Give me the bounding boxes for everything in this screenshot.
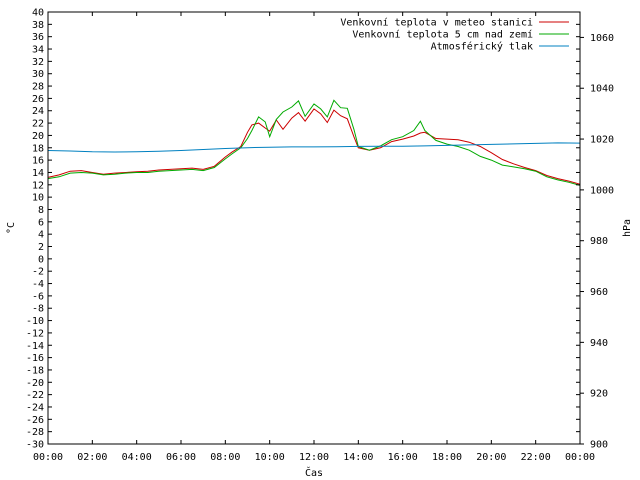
y-tick-label: -14 [26,341,44,352]
y-tick-label: 12 [32,180,44,191]
y-tick-label: 32 [32,57,44,68]
y2-tick-label: 960 [590,287,608,298]
y-tick-label: 40 [32,8,44,19]
x-tick-label: 08:00 [210,452,240,463]
y-tick-label: -26 [26,415,44,426]
y-tick-label: 34 [32,45,44,56]
y-tick-label: -12 [26,328,44,339]
x-tick-label: 00:00 [565,452,595,463]
x-tick-label: 18:00 [432,452,462,463]
y-axis-title: °C [6,222,17,234]
x-tick-label: 02:00 [77,452,107,463]
y-tick-label: -20 [26,378,44,389]
y-tick-label: 24 [32,106,44,117]
y2-tick-label: 900 [590,440,608,451]
legend: Venkovní teplota v meteo staniciVenkovní… [340,17,569,53]
y-tick-label: -30 [26,440,44,451]
y-tick-label: 36 [32,32,44,43]
y-tick-label: -28 [26,427,44,438]
series-line-2 [47,99,581,186]
y-tick-label: -16 [26,353,44,364]
y-tick-label: -6 [32,291,44,302]
y2-tick-label: 1040 [590,84,614,95]
y-tick-label: 16 [32,156,44,167]
x-tick-label: 16:00 [388,452,418,463]
y-tick-label: -4 [32,279,44,290]
x-tick-label: 14:00 [343,452,373,463]
y-tick-label: 6 [38,217,44,228]
y-tick-label: 0 [38,254,44,265]
y-tick-label: -10 [26,316,44,327]
y-tick-label: -22 [26,390,44,401]
y-tick-label: 10 [32,193,44,204]
legend-label-1: Venkovní teplota v meteo stanici [340,17,533,29]
y2-axis-title: hPa [622,219,633,237]
y-tick-label: 20 [32,131,44,142]
y-tick-label: -2 [32,267,44,278]
y-tick-label: 22 [32,119,44,130]
y-tick-label: 18 [32,143,44,154]
y-tick-label: -18 [26,365,44,376]
x-tick-label: 04:00 [122,452,152,463]
plot-frame [47,11,581,445]
y-tick-label: 38 [32,20,44,31]
y-tick-label: 8 [38,205,44,216]
x-axis-title: Čas [305,466,323,479]
y2-tick-label: 1020 [590,135,614,146]
x-tick-label: 12:00 [299,452,329,463]
y-tick-label: 26 [32,94,44,105]
legend-label-2: Venkovní teplota 5 cm nad zemí [352,29,533,41]
y2-tick-label: 940 [590,338,608,349]
y2-tick-label: 920 [590,389,608,400]
y-tick-label: -8 [32,304,44,315]
y-tick-label: 28 [32,82,44,93]
series-line-3 [47,142,581,153]
y2-tick-label: 1060 [590,33,614,44]
y-tick-label: 2 [38,242,44,253]
y-tick-label: 14 [32,168,44,179]
y-tick-label: 30 [32,69,44,80]
y2-tick-label: 980 [590,236,608,247]
legend-label-3: Atmosférický tlak [431,41,533,53]
y2-tick-label: 1000 [590,185,614,196]
x-tick-label: 20:00 [476,452,506,463]
x-tick-label: 00:00 [33,452,63,463]
x-tick-label: 10:00 [255,452,285,463]
y-tick-label: 4 [38,230,44,241]
x-tick-label: 06:00 [166,452,196,463]
y-tick-label: -24 [26,402,44,413]
x-tick-label: 22:00 [521,452,551,463]
